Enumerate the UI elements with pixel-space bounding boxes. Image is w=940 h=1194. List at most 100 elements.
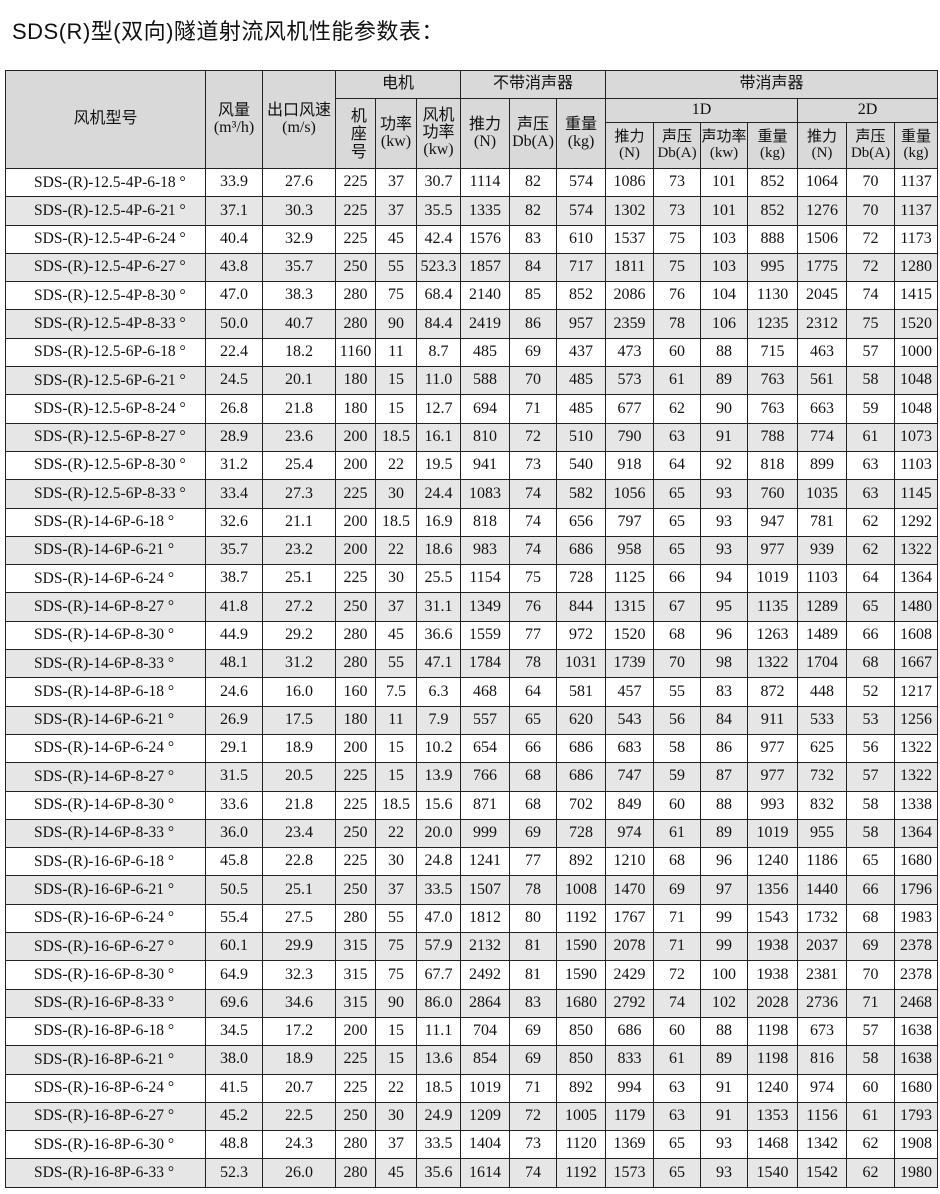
value-cell: 61 <box>846 1101 896 1132</box>
value-cell: 27.6 <box>262 167 336 198</box>
value-cell: 47.0 <box>205 281 263 311</box>
value-cell: 20.0 <box>415 818 462 849</box>
value-cell: 573 <box>605 366 655 396</box>
value-cell: 34.5 <box>205 1016 263 1047</box>
value-cell: 11 <box>375 337 417 368</box>
value-cell: 75 <box>653 252 702 283</box>
value-cell: 11.0 <box>415 366 462 396</box>
model-cell: SDS-(R)-16-8P-6-21 ° <box>5 1045 206 1075</box>
value-cell: 24.3 <box>262 1130 336 1160</box>
table-row: SDS-(R)-12.5-6P-8-24 ° 26.8 21.8 180 15 12.7 6… <box>5 394 939 424</box>
col-2d-spl: 声压 Db(A) <box>846 122 896 169</box>
value-cell: 225 <box>335 167 376 198</box>
value-cell: 844 <box>556 592 607 622</box>
value-cell: 91 <box>700 1101 749 1132</box>
value-cell: 30 <box>375 1101 417 1132</box>
value-cell: 972 <box>556 620 607 651</box>
value-cell: 18.2 <box>262 337 336 368</box>
value-cell: 38.0 <box>205 1045 263 1075</box>
model-cell: SDS-(R)-12.5-6P-8-24 ° <box>5 394 206 424</box>
table-row: SDS-(R)-16-8P-6-33 ° 52.3 26.0 280 45 35.6 161… <box>5 1158 939 1188</box>
value-cell: 1137 <box>894 167 939 198</box>
value-cell: 1404 <box>460 1130 511 1160</box>
value-cell: 1209 <box>460 1101 511 1132</box>
value-cell: 23.2 <box>262 535 336 566</box>
value-cell: 94 <box>700 564 749 594</box>
value-cell: 30 <box>375 847 417 877</box>
model-cell: SDS-(R)-14-6P-8-33 ° <box>5 649 206 679</box>
value-cell: 101 <box>700 167 749 198</box>
value-cell: 30 <box>375 479 417 509</box>
model-cell: SDS-(R)-12.5-4P-6-27 ° <box>5 252 206 283</box>
value-cell: 27.5 <box>262 903 336 934</box>
value-cell: 20.1 <box>262 366 336 396</box>
value-cell: 88 <box>700 337 749 368</box>
value-cell: 1186 <box>797 847 848 877</box>
value-cell: 62 <box>846 1130 896 1160</box>
value-cell: 50.0 <box>205 309 263 339</box>
value-cell: 523.3 <box>415 252 462 283</box>
value-cell: 250 <box>335 818 376 849</box>
value-cell: 1008 <box>556 875 607 905</box>
col-1d-weight: 重量 (kg) <box>747 122 799 169</box>
value-cell: 67 <box>653 592 702 622</box>
value-cell: 80 <box>509 903 558 934</box>
value-cell: 15.6 <box>415 790 462 820</box>
table-row: SDS-(R)-14-6P-8-27 ° 31.5 20.5 225 15 13.9 766… <box>5 762 939 792</box>
value-cell: 588 <box>460 366 511 396</box>
value-cell: 728 <box>556 818 607 849</box>
model-cell: SDS-(R)-14-6P-6-21 ° <box>5 535 206 566</box>
model-cell: SDS-(R)-12.5-4P-6-18 ° <box>5 167 206 198</box>
model-cell: SDS-(R)-14-8P-6-18 ° <box>5 677 206 707</box>
value-cell: 677 <box>605 394 655 424</box>
value-cell: 33.4 <box>205 479 263 509</box>
value-cell: 22 <box>375 535 417 566</box>
value-cell: 99 <box>700 932 749 962</box>
value-cell: 1103 <box>797 564 848 594</box>
value-cell: 24.8 <box>415 847 462 877</box>
value-cell: 2792 <box>605 988 655 1018</box>
value-cell: 781 <box>797 507 848 537</box>
col-power: 功率 (kw) <box>375 98 417 169</box>
value-cell: 90 <box>375 309 417 339</box>
value-cell: 64 <box>509 677 558 707</box>
value-cell: 70 <box>653 649 702 679</box>
value-cell: 65 <box>846 592 896 622</box>
value-cell: 1315 <box>605 592 655 622</box>
value-cell: 160 <box>335 677 376 707</box>
value-cell: 57 <box>846 337 896 368</box>
value-cell: 663 <box>797 394 848 424</box>
value-cell: 21.8 <box>262 394 336 424</box>
value-cell: 58 <box>846 366 896 396</box>
value-cell: 610 <box>556 224 607 254</box>
value-cell: 65 <box>653 1130 702 1160</box>
value-cell: 1614 <box>460 1158 511 1188</box>
value-cell: 68.4 <box>415 281 462 311</box>
value-cell: 1356 <box>747 875 799 905</box>
value-cell: 70 <box>509 366 558 396</box>
table-row: SDS-(R)-16-8P-6-27 ° 45.2 22.5 250 30 24.9 120… <box>5 1101 939 1132</box>
value-cell: 61 <box>846 422 896 452</box>
model-cell: SDS-(R)-16-6P-6-27 ° <box>5 932 206 962</box>
model-cell: SDS-(R)-16-8P-6-33 ° <box>5 1158 206 1188</box>
value-cell: 2078 <box>605 932 655 962</box>
value-cell: 63 <box>846 450 896 481</box>
value-cell: 1793 <box>894 1101 939 1132</box>
value-cell: 41.5 <box>205 1073 263 1103</box>
value-cell: 1210 <box>605 847 655 877</box>
col-1d-sound-power: 声功率 (kw) <box>700 122 749 169</box>
table-row: SDS-(R)-16-6P-8-30 ° 64.9 32.3 315 75 67.7 249… <box>5 960 939 990</box>
value-cell: 31.1 <box>415 592 462 622</box>
value-cell: 34.6 <box>262 988 336 1018</box>
value-cell: 68 <box>846 649 896 679</box>
table-row: SDS-(R)-12.5-4P-6-18 ° 33.9 27.6 225 37 30.7 1… <box>5 167 939 198</box>
value-cell: 686 <box>605 1016 655 1047</box>
value-cell: 71 <box>653 903 702 934</box>
value-cell: 1073 <box>894 422 939 452</box>
value-cell: 71 <box>846 988 896 1018</box>
value-cell: 74 <box>653 988 702 1018</box>
value-cell: 557 <box>460 705 511 735</box>
value-cell: 40.4 <box>205 224 263 254</box>
value-cell: 37.1 <box>205 196 263 226</box>
value-cell: 200 <box>335 507 376 537</box>
